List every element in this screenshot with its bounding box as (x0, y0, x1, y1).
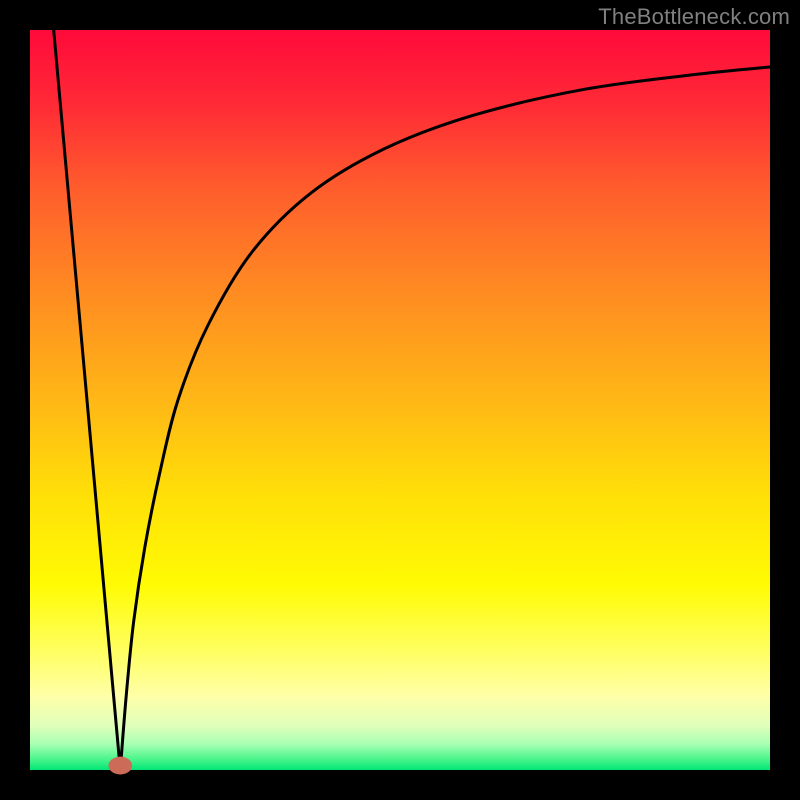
minimum-marker (108, 757, 132, 775)
chart-frame: TheBottleneck.com (0, 0, 800, 800)
watermark-label: TheBottleneck.com (598, 4, 790, 30)
bottleneck-chart (0, 0, 800, 800)
